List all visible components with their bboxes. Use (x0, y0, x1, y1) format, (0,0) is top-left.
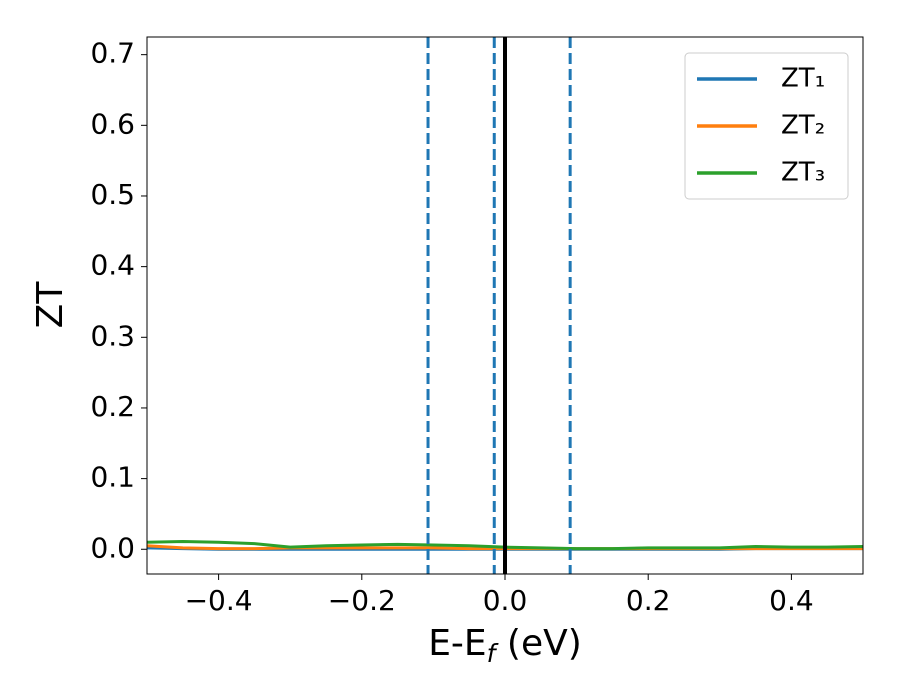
y-tick-label: 0.2 (90, 390, 135, 423)
x-label-rest: (eV) (495, 623, 581, 664)
y-tick-label: 0.4 (90, 249, 135, 282)
x-tick-label: 0.4 (769, 584, 814, 617)
x-tick-label: 0.2 (626, 584, 671, 617)
y-tick-label: 0.0 (90, 531, 135, 564)
y-tick-label: 0.3 (90, 319, 135, 352)
x-tick-label: 0.0 (483, 584, 528, 617)
y-tick-label: 0.7 (90, 37, 135, 70)
y-tick-label: 0.5 (90, 178, 135, 211)
legend-label: ZT₁ (781, 64, 825, 94)
legend-box (684, 52, 849, 200)
y-tick-label: 0.6 (90, 107, 135, 140)
legend-label: ZT₂ (781, 111, 825, 141)
y-axis-label: ZT (30, 281, 71, 329)
x-axis-label: E-Ef (eV) (428, 623, 582, 668)
legend-label: ZT₃ (781, 158, 825, 188)
x-label-main: E-E (428, 623, 486, 664)
x-tick-label: −0.2 (328, 584, 396, 617)
y-tick-label: 0.1 (90, 461, 135, 494)
plot-frame (146, 36, 864, 575)
x-tick-label: −0.4 (185, 584, 253, 617)
